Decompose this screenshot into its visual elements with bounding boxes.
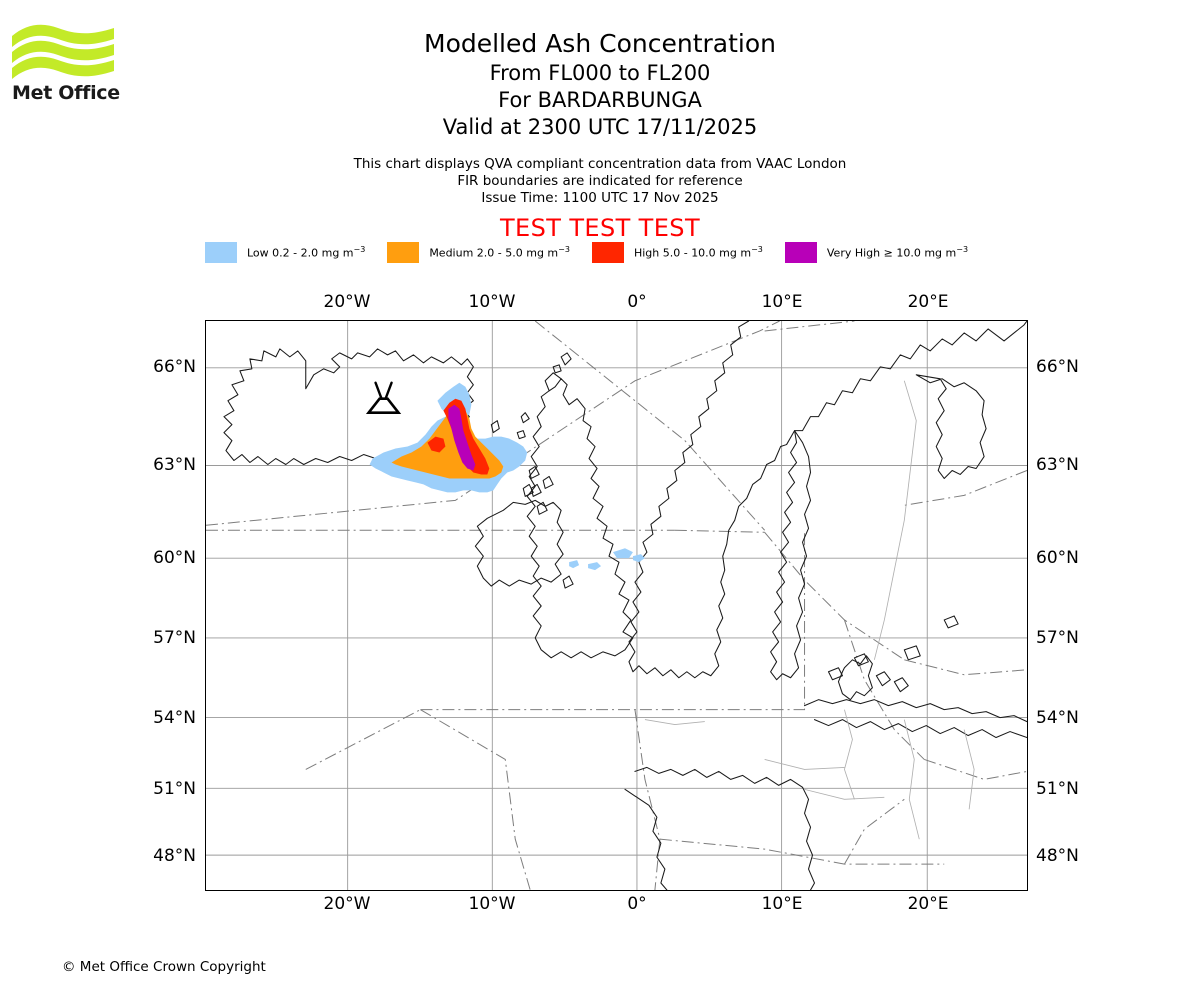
y-tick-left-54n: 54°N	[153, 708, 196, 728]
coastline-nw-europe	[804, 699, 1027, 723]
legend-swatch-medium	[387, 241, 420, 263]
notes-block: This chart displays QVA compliant concen…	[0, 156, 1200, 207]
x-tick-bottom-20e: 20°E	[907, 894, 949, 914]
x-tick-bottom-0: 0°	[627, 894, 647, 914]
coastlines	[223, 321, 1027, 890]
copyright-footer: © Met Office Crown Copyright	[62, 959, 266, 975]
coastline-sweden	[770, 430, 812, 681]
met-office-wave-mark	[12, 24, 114, 79]
x-tick-top-0: 0°	[627, 292, 647, 312]
y-tick-left-51n: 51°N	[153, 779, 196, 799]
country-borders	[644, 380, 975, 840]
legend-item-medium: Medium 2.0 - 5.0 mg m−3	[387, 241, 570, 263]
coastline-france	[634, 766, 804, 788]
x-tick-bottom-10w: 10°W	[468, 894, 516, 914]
map-gridlines	[206, 321, 1027, 890]
legend-label-high: High 5.0 - 10.0 mg m−3	[633, 244, 763, 260]
ash-concentration-map[interactable]	[205, 320, 1028, 891]
y-tick-right-54n: 54°N	[1036, 708, 1079, 728]
page-title: Modelled Ash Concentration	[424, 29, 776, 58]
fir-boundaries	[206, 321, 1027, 890]
coastline-baltic-islands	[827, 615, 959, 681]
y-tick-right-63n: 63°N	[1036, 455, 1079, 475]
y-tick-left-66n: 66°N	[153, 357, 196, 377]
map-canvas	[206, 321, 1027, 890]
title-block: Modelled Ash Concentration From FL000 to…	[0, 28, 1200, 141]
concentration-legend: Low 0.2 - 2.0 mg m−3 Medium 2.0 - 5.0 mg…	[205, 241, 1005, 263]
coastline-finland	[915, 374, 987, 479]
met-office-logo: Met Office	[12, 22, 122, 112]
ash-patches-outlying	[569, 548, 645, 571]
y-tick-right-48n: 48°N	[1036, 846, 1079, 866]
coastline-baltic	[813, 719, 1027, 739]
legend-label-low: Low 0.2 - 2.0 mg m−3	[247, 244, 366, 260]
y-tick-right-51n: 51°N	[1036, 779, 1079, 799]
x-tick-top-10e: 10°E	[761, 292, 803, 312]
coastline-scotland-north	[544, 372, 562, 392]
legend-item-high: High 5.0 - 10.0 mg m−3	[591, 241, 763, 263]
y-tick-left-60n: 60°N	[153, 548, 196, 568]
note-qva: This chart displays QVA compliant concen…	[353, 156, 847, 172]
valid-time: Valid at 2300 UTC 17/11/2025	[442, 115, 758, 139]
coastline-faroe-islands	[530, 475, 554, 497]
note-fir: FIR boundaries are indicated for referen…	[457, 173, 743, 189]
coastline-great-britain	[526, 378, 634, 659]
x-tick-top-20w: 20°W	[323, 292, 371, 312]
legend-item-low: Low 0.2 - 2.0 mg m−3	[205, 241, 366, 263]
coastline-ireland	[474, 499, 564, 587]
y-tick-left-57n: 57°N	[153, 628, 196, 648]
legend-label-very-high: Very High ≥ 10.0 mg m−3	[826, 244, 969, 260]
volcano-name: For BARDARBUNGA	[498, 88, 702, 112]
legend-item-very-high: Very High ≥ 10.0 mg m−3	[784, 241, 969, 263]
y-tick-right-60n: 60°N	[1036, 548, 1079, 568]
legend-swatch-low	[205, 241, 237, 263]
issue-time: Issue Time: 1100 UTC 17 Nov 2025	[481, 190, 719, 206]
legend-label-medium: Medium 2.0 - 5.0 mg m−3	[429, 244, 570, 260]
legend-swatch-very-high	[784, 241, 817, 263]
y-tick-right-57n: 57°N	[1036, 628, 1079, 648]
volcano-source-marker	[365, 381, 402, 414]
x-tick-top-20e: 20°E	[907, 292, 949, 312]
ash-plume-very-high	[448, 404, 476, 471]
x-tick-bottom-10e: 10°E	[761, 894, 803, 914]
x-tick-bottom-20w: 20°W	[323, 894, 371, 914]
coastline-denmark	[837, 655, 873, 701]
y-tick-left-48n: 48°N	[153, 846, 196, 866]
y-tick-right-66n: 66°N	[1036, 357, 1079, 377]
x-tick-top-10w: 10°W	[468, 292, 516, 312]
legend-swatch-high	[591, 241, 624, 263]
test-banner: TEST TEST TEST	[499, 214, 700, 242]
y-tick-left-63n: 63°N	[153, 455, 196, 475]
met-office-logo-text: Met Office	[12, 82, 120, 104]
flight-level-range: From FL000 to FL200	[489, 61, 711, 85]
coastline-norway	[628, 321, 1027, 679]
